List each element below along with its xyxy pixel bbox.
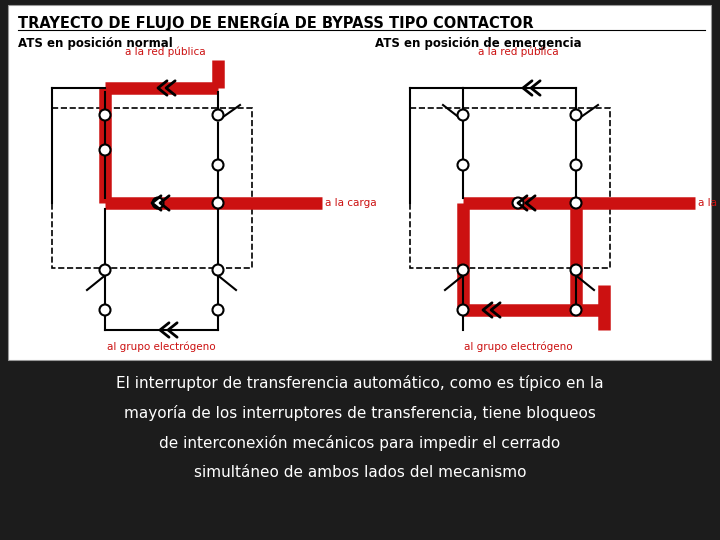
Bar [410, 108, 610, 268]
Circle shape [153, 198, 163, 208]
Circle shape [212, 110, 223, 120]
Text: a la red pública: a la red pública [477, 46, 558, 57]
Bar [52, 108, 252, 268]
Circle shape [570, 265, 582, 275]
Text: mayoría de los interruptores de transferencia, tiene bloqueos: mayoría de los interruptores de transfer… [124, 405, 596, 421]
Text: de interconexión mecánicos para impedir el cerrado: de interconexión mecánicos para impedir … [159, 435, 561, 451]
Text: TRAYECTO DE FLUJO DE ENERGÍA DE BYPASS TIPO CONTACTOR: TRAYECTO DE FLUJO DE ENERGÍA DE BYPASS T… [18, 13, 534, 31]
Text: simultáneo de ambos lados del mecanismo: simultáneo de ambos lados del mecanismo [194, 465, 526, 480]
Circle shape [212, 159, 223, 171]
Text: al grupo electrógeno: al grupo electrógeno [464, 342, 572, 353]
Circle shape [457, 305, 469, 315]
Circle shape [513, 198, 523, 208]
Text: a la carg: a la carg [698, 198, 720, 208]
Circle shape [457, 110, 469, 120]
Text: a la red pública: a la red pública [125, 46, 205, 57]
Text: El interruptor de transferencia automático, como es típico en la: El interruptor de transferencia automáti… [116, 375, 604, 391]
Circle shape [570, 198, 582, 208]
Circle shape [212, 265, 223, 275]
Circle shape [570, 110, 582, 120]
Circle shape [99, 145, 110, 156]
Text: al grupo electrógeno: al grupo electrógeno [107, 342, 215, 353]
Circle shape [99, 265, 110, 275]
Circle shape [457, 159, 469, 171]
Circle shape [212, 305, 223, 315]
Circle shape [212, 198, 223, 208]
Text: a la carga: a la carga [325, 198, 377, 208]
Text: ATS en posición normal: ATS en posición normal [18, 37, 173, 50]
Circle shape [99, 110, 110, 120]
Text: ATS en posición de emergencia: ATS en posición de emergencia [375, 37, 582, 50]
Circle shape [570, 305, 582, 315]
Circle shape [570, 159, 582, 171]
Circle shape [457, 265, 469, 275]
Bar [8, 5, 711, 360]
Circle shape [99, 305, 110, 315]
